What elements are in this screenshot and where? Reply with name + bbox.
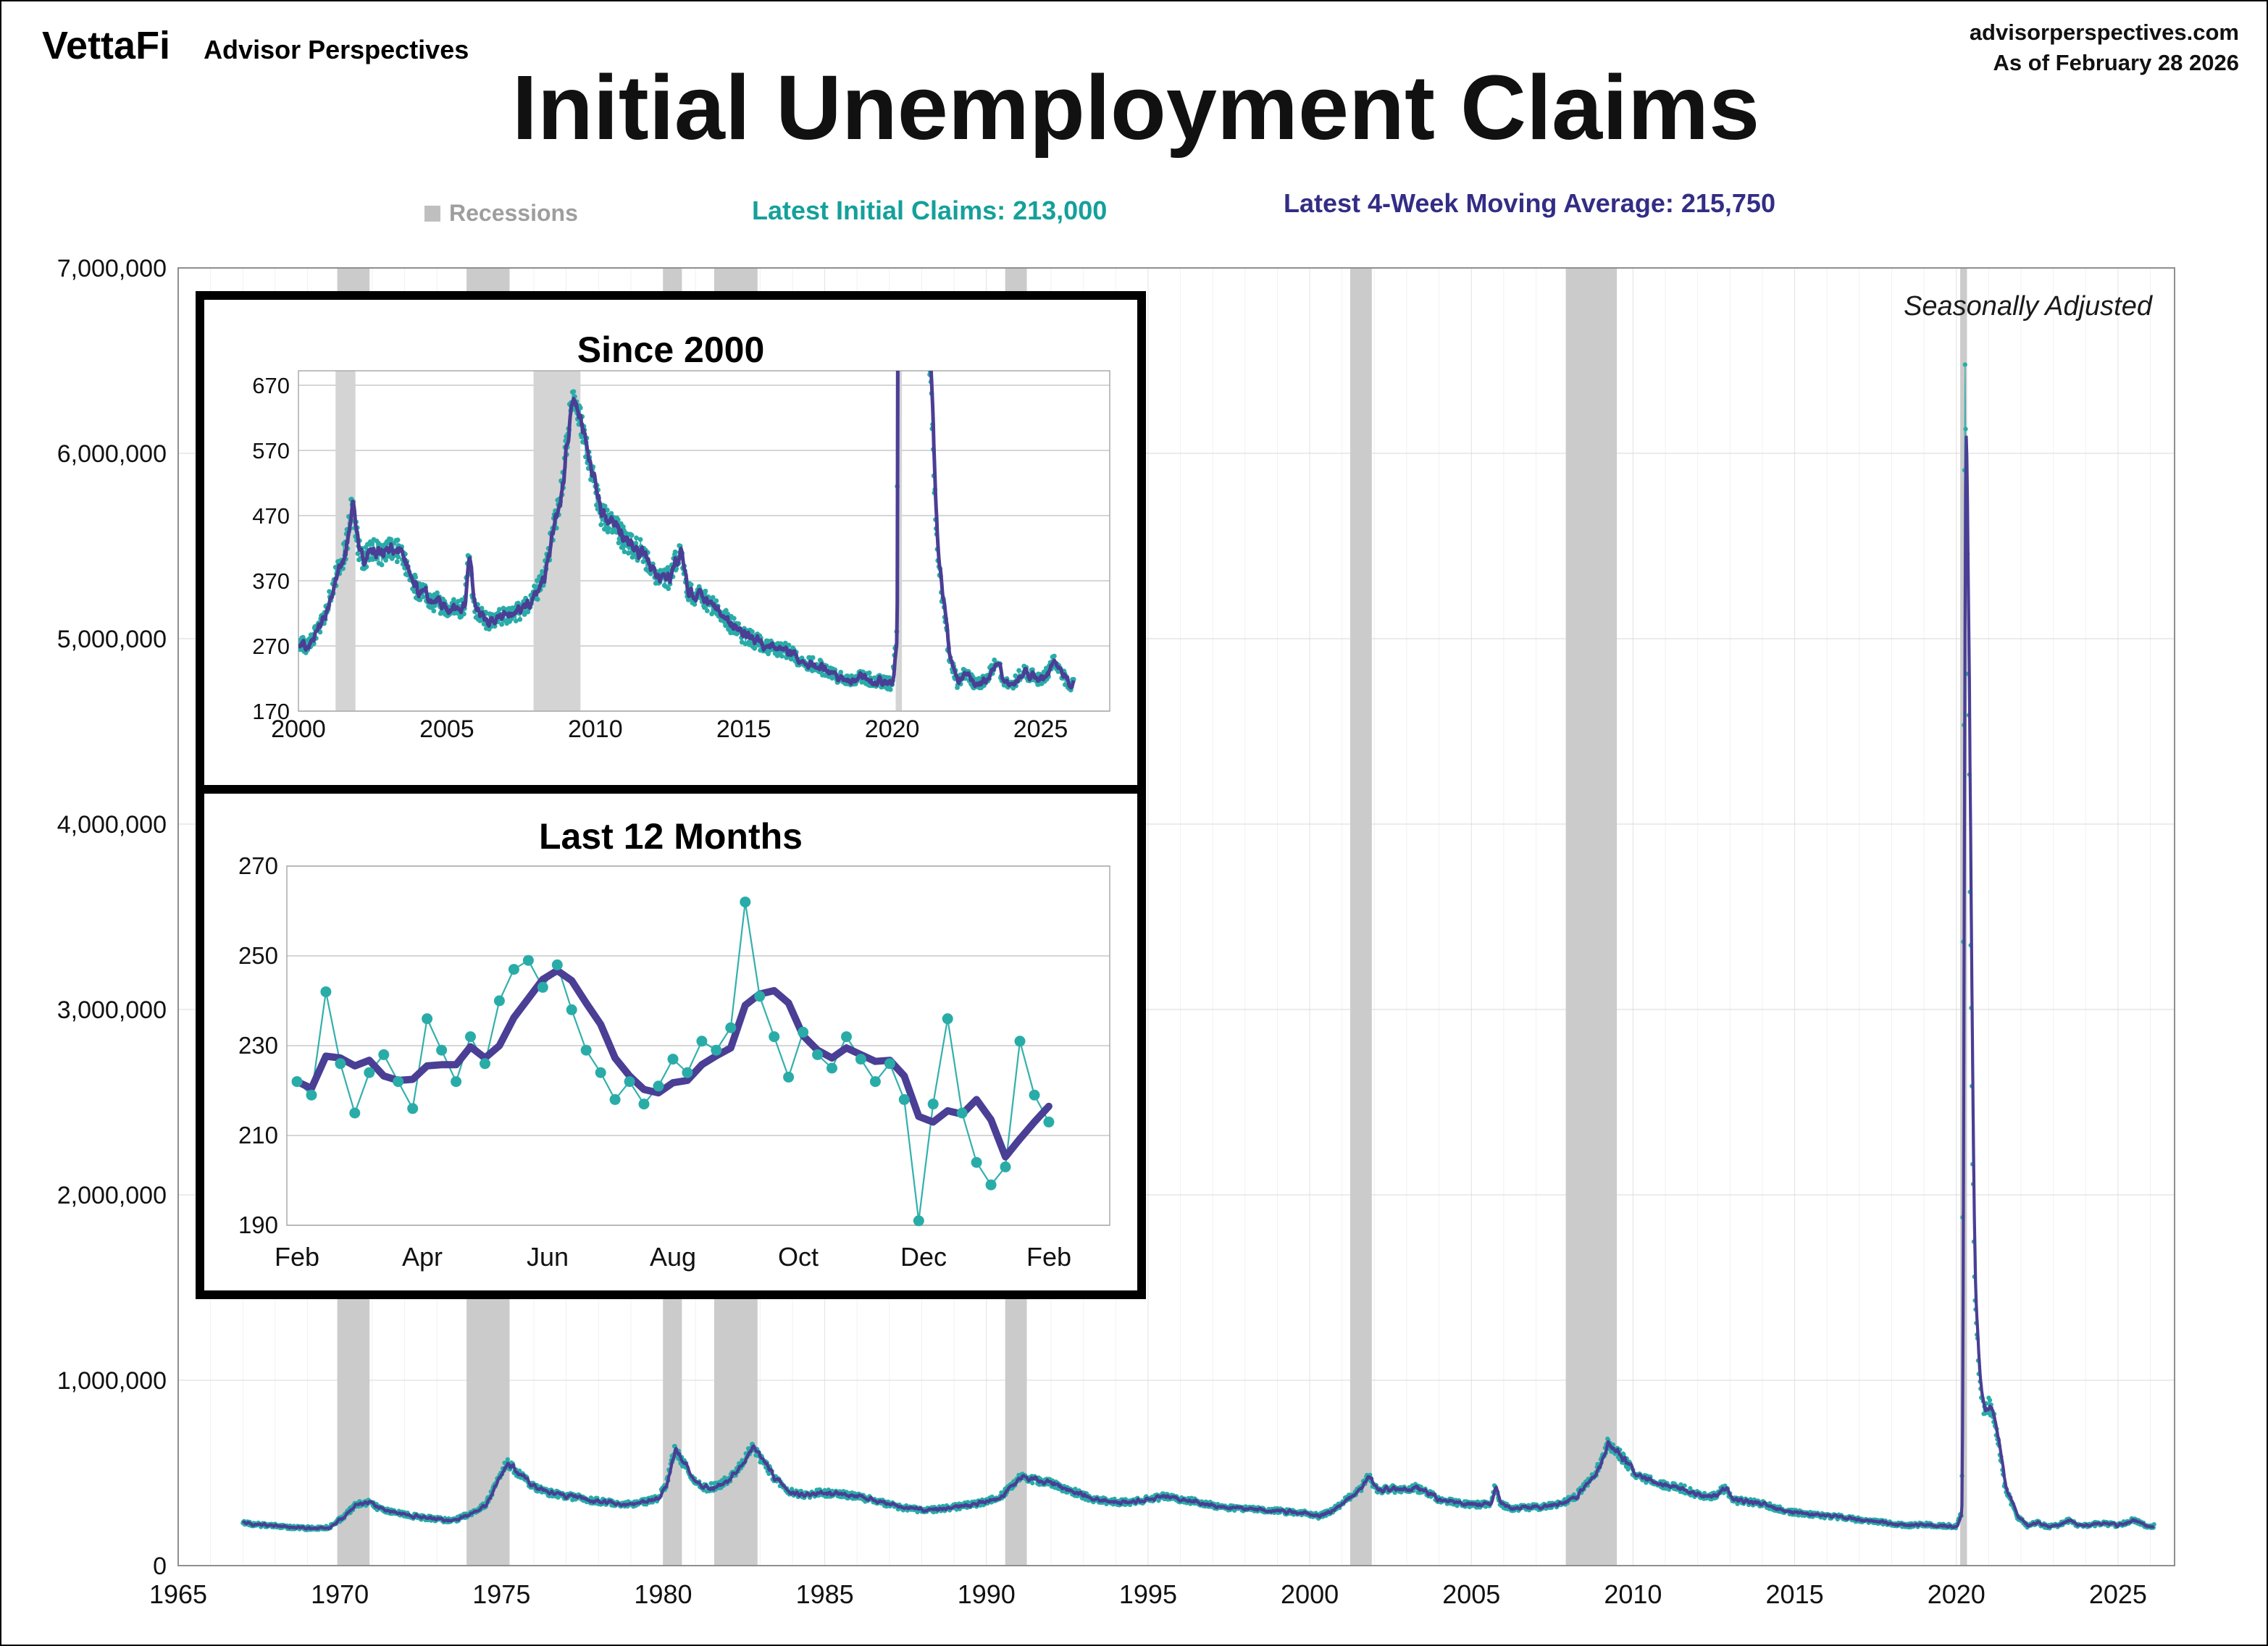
svg-text:2020: 2020 [1928, 1579, 1985, 1609]
seasonally-adjusted-note: Seasonally Adjusted [1904, 291, 2152, 322]
svg-text:1975: 1975 [472, 1579, 530, 1609]
svg-text:190: 190 [238, 1212, 278, 1238]
legend-recessions: Recessions [424, 200, 578, 227]
since-2000-series [298, 371, 1076, 693]
vettafi-logo: VettaFi [42, 24, 171, 67]
recession-swatch-icon [424, 205, 440, 222]
svg-text:1970: 1970 [311, 1579, 369, 1609]
svg-text:370: 370 [252, 568, 290, 594]
svg-text:2015: 2015 [716, 715, 771, 743]
svg-text:3,000,000: 3,000,000 [57, 996, 167, 1024]
legend-recessions-label: Recessions [449, 200, 578, 226]
inset-last-12-months-box [196, 785, 1146, 1299]
svg-text:2,000,000: 2,000,000 [57, 1182, 167, 1209]
legend-latest-ma: Latest 4-Week Moving Average: 215,750 [1284, 188, 1775, 219]
svg-text:570: 570 [252, 438, 290, 463]
svg-text:6,000,000: 6,000,000 [57, 440, 167, 468]
svg-text:2015: 2015 [1766, 1579, 1824, 1609]
svg-text:470: 470 [252, 503, 290, 529]
legend-latest-ma-label: Latest 4-Week Moving Average: [1284, 188, 1674, 218]
main-series [240, 362, 2156, 1532]
recession-band [533, 371, 581, 711]
svg-text:2005: 2005 [419, 715, 474, 743]
svg-text:250: 250 [238, 942, 278, 969]
svg-text:2010: 2010 [1604, 1579, 1662, 1609]
svg-text:0: 0 [153, 1553, 167, 1580]
svg-text:210: 210 [238, 1122, 278, 1149]
legend-latest-claims-label: Latest Initial Claims: [752, 196, 1006, 225]
svg-text:2000: 2000 [1281, 1579, 1339, 1609]
legend-latest-claims-value: 213,000 [1013, 196, 1108, 225]
svg-text:1,000,000: 1,000,000 [57, 1367, 167, 1395]
svg-text:5,000,000: 5,000,000 [57, 626, 167, 653]
inset-last-12-months-title: Last 12 Months [539, 816, 803, 857]
svg-text:2025: 2025 [2089, 1579, 2147, 1609]
recession-band [1565, 268, 1618, 1566]
inset-since-2000-title: Since 2000 [577, 329, 765, 370]
svg-text:1980: 1980 [634, 1579, 692, 1609]
svg-text:2025: 2025 [1013, 715, 1068, 743]
legend-latest-claims: Latest Initial Claims: 213,000 [752, 196, 1107, 226]
svg-text:Apr: Apr [402, 1242, 443, 1272]
svg-text:1995: 1995 [1119, 1579, 1177, 1609]
svg-text:4,000,000: 4,000,000 [57, 811, 167, 839]
svg-text:1965: 1965 [149, 1579, 207, 1609]
svg-text:Feb: Feb [275, 1242, 319, 1272]
recession-band [1349, 268, 1372, 1566]
svg-text:Jun: Jun [527, 1242, 569, 1272]
svg-text:2010: 2010 [568, 715, 623, 743]
svg-text:2020: 2020 [865, 715, 920, 743]
svg-text:Aug: Aug [650, 1242, 696, 1272]
brand: VettaFi Advisor Perspectives [42, 23, 469, 68]
svg-text:1990: 1990 [958, 1579, 1016, 1609]
svg-text:2000: 2000 [271, 715, 326, 743]
source-site: advisorperspectives.com [1969, 20, 2239, 45]
svg-text:Oct: Oct [778, 1242, 819, 1272]
svg-text:Feb: Feb [1026, 1242, 1071, 1272]
svg-text:230: 230 [238, 1032, 278, 1059]
svg-text:2005: 2005 [1442, 1579, 1500, 1609]
svg-text:270: 270 [252, 634, 290, 659]
svg-text:670: 670 [252, 373, 290, 398]
page-title: Initial Unemployment Claims [511, 56, 1760, 159]
svg-text:Dec: Dec [900, 1242, 947, 1272]
svg-text:1985: 1985 [796, 1579, 854, 1609]
brand-subtitle: Advisor Perspectives [204, 35, 469, 64]
svg-text:7,000,000: 7,000,000 [57, 255, 167, 282]
source-info: advisorperspectives.com As of February 2… [1970, 17, 2239, 78]
legend-latest-ma-value: 215,750 [1681, 188, 1775, 218]
source-as-of-date: As of February 28 2026 [1993, 49, 2239, 75]
